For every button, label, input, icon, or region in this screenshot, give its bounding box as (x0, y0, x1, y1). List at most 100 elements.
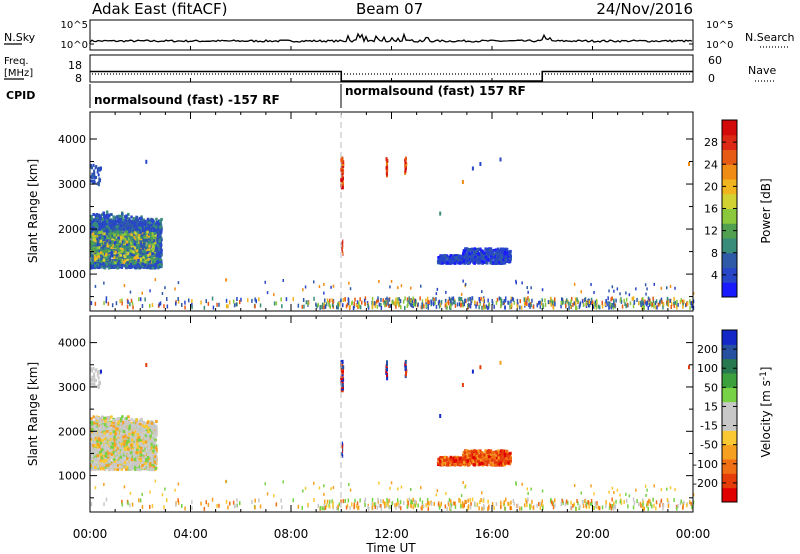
echo-cell (466, 257, 470, 261)
echo-cell (453, 261, 457, 265)
echo-cell (619, 292, 621, 296)
echo-cell (156, 253, 160, 257)
echo-cell (550, 300, 552, 305)
echo-cell (674, 300, 677, 305)
echo-cell (158, 220, 162, 223)
echo-cell (313, 280, 315, 284)
echo-cell (96, 246, 99, 250)
echo-cell (141, 218, 145, 222)
echo-cell (554, 297, 556, 302)
echo-cell (519, 305, 521, 310)
echo-cell (126, 220, 129, 223)
echo-cell (575, 305, 578, 310)
echo-cell (139, 240, 142, 244)
echo-cell (137, 256, 140, 260)
echo-cell (503, 260, 507, 263)
echo-cell (147, 242, 150, 246)
echo-cell (113, 266, 116, 269)
echo-cell (119, 217, 122, 220)
echo-cell (140, 244, 143, 248)
echo-cell (119, 299, 121, 304)
echo-cell (177, 299, 180, 304)
echo-cell (623, 298, 625, 303)
echo-cell (352, 306, 355, 311)
echo-cell (148, 232, 151, 236)
echo-cell (112, 228, 116, 232)
echo-cell (93, 258, 97, 262)
echo-cell (456, 302, 459, 307)
echo-cell (120, 256, 123, 260)
echo-cell (144, 252, 147, 256)
echo-cell (395, 304, 397, 309)
echo-cell (94, 235, 97, 239)
echo-cell (477, 252, 481, 256)
echo-cell (575, 305, 577, 310)
echo-cell (96, 252, 99, 256)
echo-cell (149, 255, 153, 259)
echo-cell (125, 263, 129, 267)
echo-cell (101, 237, 104, 240)
echo-cell (106, 230, 109, 234)
colorbar-tick-label: 8 (711, 247, 718, 260)
echo-cell (544, 302, 547, 307)
echo-cell (141, 247, 145, 251)
echo-cell (316, 304, 318, 309)
echo-cell (439, 303, 442, 307)
echo-cell (114, 250, 117, 254)
echo-cell (108, 266, 111, 270)
echo-cell (448, 296, 451, 301)
echo-cell (612, 303, 614, 308)
echo-cell (129, 252, 132, 256)
echo-cell (131, 247, 134, 251)
echo-cell (464, 258, 467, 262)
echo-cell (588, 303, 590, 307)
echo-cell (655, 299, 658, 304)
echo-cell (483, 303, 485, 308)
echo-cell (115, 232, 118, 236)
echo-cell (411, 303, 414, 308)
echo-cell (116, 243, 119, 247)
echo-cell (504, 255, 508, 259)
echo-cell (113, 220, 116, 224)
echo-cell (480, 249, 484, 253)
echo-cell (181, 303, 183, 307)
echo-cell (106, 244, 110, 248)
echo-cell (569, 301, 572, 306)
echo-cell (139, 257, 143, 261)
echo-cell (134, 251, 137, 255)
echo-cell (124, 232, 127, 236)
colorbar-cell (722, 164, 737, 180)
echo-cell (90, 222, 93, 226)
echo-cell (478, 305, 480, 310)
echo-cell (128, 243, 131, 247)
echo-cell (110, 260, 113, 264)
echo-cell (440, 299, 443, 304)
echo-cell (116, 234, 119, 237)
echo-cell (528, 298, 530, 303)
echo-cell (145, 262, 149, 266)
echo-cell (94, 224, 98, 228)
echo-cell (661, 299, 663, 304)
echo-cell (130, 256, 134, 260)
echo-cell (200, 300, 202, 305)
echo-cell (482, 260, 485, 264)
echo-cell (120, 237, 123, 241)
echo-cell (132, 222, 136, 226)
echo-cell (364, 296, 367, 301)
colorbar-tick-label: 4 (711, 269, 718, 282)
echo-cell (123, 234, 127, 238)
echo-cell (100, 166, 102, 171)
echo-cell (120, 239, 124, 243)
echo-cell (491, 255, 494, 259)
echo-cell (102, 212, 106, 216)
echo-cell (648, 302, 651, 307)
echo-cell (394, 300, 397, 305)
echo-cell (442, 256, 446, 260)
echo-cell (152, 264, 156, 268)
echo-cell (92, 415, 95, 419)
echo-cell (203, 305, 206, 310)
echo-cell (462, 279, 464, 283)
echo-cell (513, 300, 516, 305)
echo-cell (254, 304, 256, 309)
echo-cell (636, 297, 638, 302)
